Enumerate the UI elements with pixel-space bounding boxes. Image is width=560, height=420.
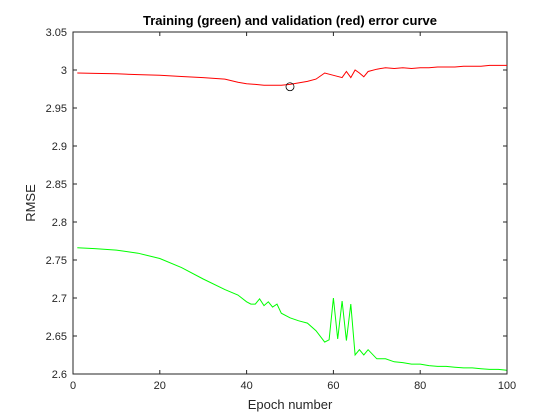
y-tick-label: 2.95 [46,103,67,115]
y-tick-label: 3 [61,65,67,77]
x-tick-label: 20 [154,380,166,392]
chart-title: Training (green) and validation (red) er… [143,13,437,28]
x-tick-label: 40 [240,380,252,392]
y-tick-label: 2.6 [52,369,67,381]
x-axis-label: Epoch number [248,397,333,412]
series-line-0 [77,64,507,86]
x-tick-label: 80 [414,380,426,392]
y-axis-label: RMSE [23,184,38,222]
y-tick-label: 2.75 [46,255,67,267]
x-tick-label: 100 [498,380,516,392]
series-line-1 [77,247,508,371]
y-tick-label: 2.8 [52,217,67,229]
best-epoch-marker [285,82,295,92]
y-tick-label: 3.05 [46,27,67,39]
y-tick-label: 2.85 [46,179,67,191]
y-tick-label: 2.9 [52,141,67,153]
ticks-layer: 0 20 40 60 80 100 2.6 2.65 2.7 2.75 2.8 2.85 2.9 2.95… [46,27,517,392]
plot-frame [72,31,508,375]
series-layer [77,64,508,371]
x-tick-label: 60 [327,380,339,392]
x-tick-label: 0 [70,380,76,392]
y-tick-label: 2.7 [52,293,67,305]
y-tick-label: 2.65 [46,331,67,343]
